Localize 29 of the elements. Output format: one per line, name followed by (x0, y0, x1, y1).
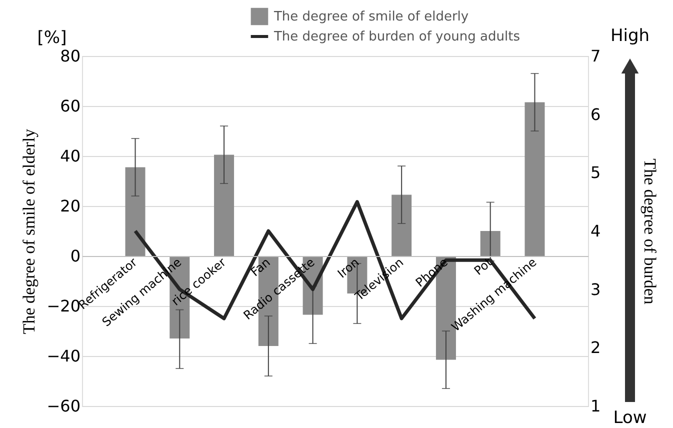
y-tick-label: 40 (60, 146, 80, 166)
y2-axis-title: The degree of burden (640, 158, 660, 305)
y-tick-label: −20 (46, 296, 80, 316)
y2-tick-label: 5 (590, 163, 601, 182)
y-tick-label: 80 (60, 46, 80, 66)
y2-tick-label: 2 (590, 338, 601, 358)
y2-tick-label: 1 (590, 396, 601, 416)
y2-tick-label: 3 (590, 280, 601, 299)
bar (524, 102, 545, 256)
x-tick-label: Pot (471, 254, 496, 278)
legend-label: The degree of burden of young adults (272, 30, 520, 44)
text: [%] (37, 28, 67, 48)
y-tick-label: −60 (46, 396, 80, 416)
text: Low (613, 408, 647, 428)
y-tick-label: 0 (70, 246, 80, 266)
bar (392, 194, 412, 256)
legend-label: The degree of smile of elderly (272, 10, 469, 24)
text: High (610, 26, 650, 46)
y2-tick-label: 6 (590, 104, 601, 124)
y-tick-label: 20 (60, 196, 80, 216)
bar (214, 154, 234, 256)
bar (125, 167, 146, 256)
x-tick-label: Fan (248, 255, 273, 280)
y-tick-label: −40 (46, 346, 80, 366)
y-axis-title: The degree of smile of elderly (20, 128, 39, 334)
bar (480, 231, 500, 256)
y2-tick-label: 7 (590, 46, 601, 66)
y-tick-label: 60 (60, 96, 80, 116)
y2-tick-label: 4 (590, 222, 601, 240)
